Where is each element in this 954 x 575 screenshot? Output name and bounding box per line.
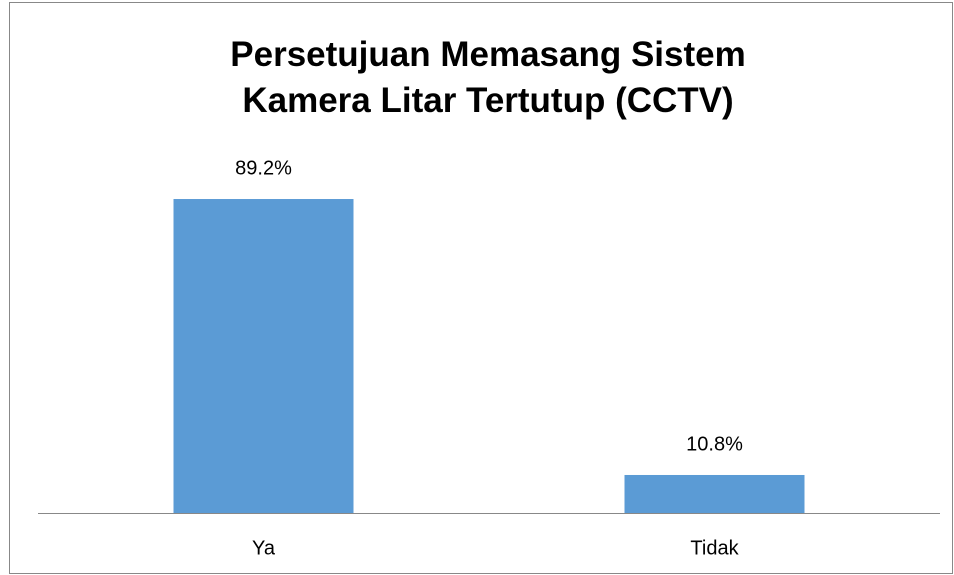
x-tick-label: Ya <box>252 537 276 559</box>
data-label: 10.8% <box>686 433 743 455</box>
bar <box>624 474 805 513</box>
x-tick-label: Tidak <box>690 537 739 559</box>
data-label: 89.2% <box>235 157 292 179</box>
bar <box>173 199 354 514</box>
chart-title: Persetujuan Memasang Sistem Kamera Litar… <box>230 35 746 120</box>
